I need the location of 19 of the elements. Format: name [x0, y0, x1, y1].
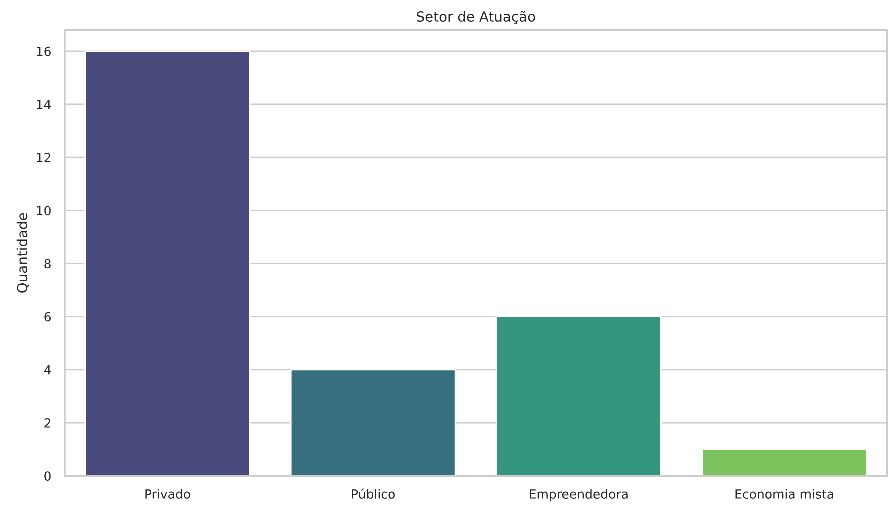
x-tick-label: Empreendedora	[530, 489, 628, 502]
y-tick-label: 16	[37, 46, 51, 56]
bar	[84, 50, 251, 476]
bar	[290, 369, 456, 476]
y-tick-label: 8	[44, 259, 51, 269]
y-tick-label: 2	[44, 418, 51, 428]
y-tick-label: 14	[37, 100, 52, 110]
x-tick-label: Economia mista	[736, 489, 834, 499]
x-tick-label: Público	[352, 488, 395, 499]
y-axis-title: Quantidade	[16, 213, 30, 293]
x-tick-label: Privado	[146, 489, 190, 499]
chart-title: Setor de Atuação	[417, 11, 536, 24]
y-tick-label: 10	[37, 206, 51, 216]
y-tick-label: 6	[44, 312, 51, 322]
bar	[496, 316, 662, 476]
y-tick-label: 0	[44, 472, 51, 482]
y-tick-label: 12	[37, 153, 51, 162]
bar	[702, 448, 868, 476]
y-tick-label: 4	[44, 366, 52, 375]
